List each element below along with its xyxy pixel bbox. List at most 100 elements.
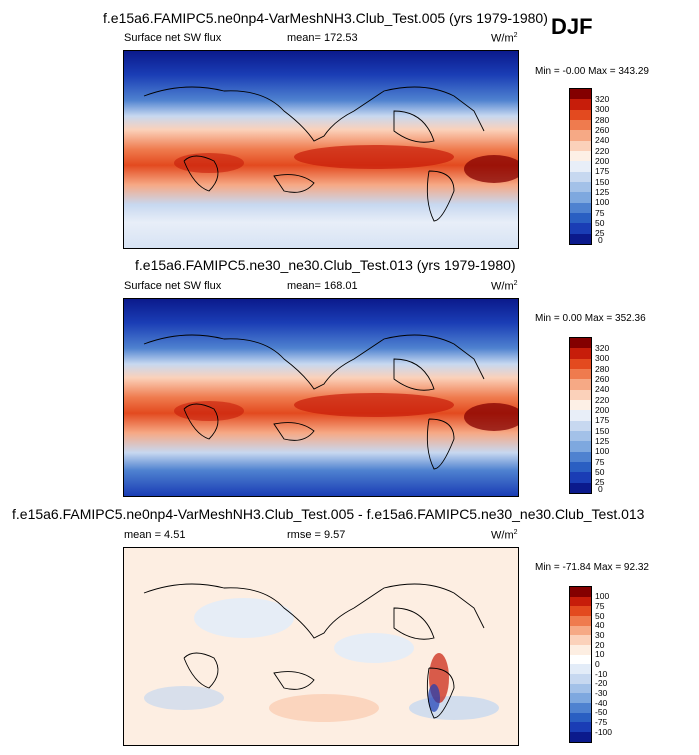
colorbar-seg [570, 616, 591, 626]
colorbar-seg [570, 389, 591, 400]
colorbar-seg [570, 461, 591, 473]
colorbar-seg [570, 451, 591, 462]
colorbar-tick: 0 [595, 659, 600, 669]
panel-1-minmax: Min = -0.00 Max = 343.29 [535, 66, 649, 77]
colorbar-seg [570, 233, 591, 244]
colorbar-tick: 25 [595, 228, 605, 238]
panel-3-map [123, 547, 519, 746]
colorbar-seg [570, 368, 591, 380]
colorbar-tick: 50 [595, 467, 605, 477]
colorbar-seg [570, 192, 591, 203]
colorbar-seg [570, 587, 591, 597]
panel-1-map-svg [124, 51, 518, 248]
colorbar-tick: 300 [595, 353, 610, 363]
panel-1-map [123, 50, 519, 249]
colorbar-tick: 320 [595, 343, 610, 353]
colorbar-seg [570, 683, 591, 694]
colorbar-seg [570, 430, 591, 442]
colorbar-tick: 25 [595, 477, 605, 487]
colorbar-tick: 240 [595, 384, 610, 394]
colorbar-tick: 100 [595, 591, 610, 601]
season-label: DJF [551, 14, 593, 39]
colorbar-seg [570, 338, 591, 349]
colorbar-tick: -20 [595, 678, 608, 688]
panel-2-map-svg [124, 299, 518, 496]
colorbar-seg [570, 703, 591, 713]
colorbar-tick: 300 [595, 104, 610, 114]
colorbar-seg [570, 130, 591, 141]
colorbar-tick: 100 [595, 446, 610, 456]
colorbar-tick: 280 [595, 115, 610, 125]
colorbar-seg [570, 441, 591, 452]
colorbar-tick: 75 [595, 208, 605, 218]
colorbar-seg [570, 348, 591, 359]
colorbar-seg [570, 596, 591, 607]
colorbar-tick: 75 [595, 601, 605, 611]
colorbar-seg [570, 645, 591, 655]
colorbar-tick: 20 [595, 640, 605, 650]
colorbar-tick: 260 [595, 374, 610, 384]
colorbar-seg [570, 712, 591, 723]
colorbar-seg [570, 358, 591, 369]
colorbar-seg [570, 89, 591, 100]
panel-3-mean: mean = 4.51 [124, 529, 186, 541]
colorbar-seg [570, 212, 591, 224]
colorbar-tick: 175 [595, 415, 610, 425]
colorbar-tick: -40 [595, 698, 608, 708]
colorbar-tick: 220 [595, 395, 610, 405]
colorbar-seg [570, 161, 591, 172]
colorbar-seg [570, 223, 591, 234]
colorbar-seg [570, 674, 591, 684]
colorbar-seg [570, 181, 591, 193]
panel-2-mean: mean= 168.01 [287, 280, 358, 292]
colorbar-tick: 10 [595, 649, 605, 659]
colorbar-tick: 125 [595, 187, 610, 197]
panel-3-title: f.e15a6.FAMIPC5.ne0np4-VarMeshNH3.Club_T… [12, 506, 645, 522]
colorbar-seg [570, 410, 591, 421]
colorbar-seg [570, 171, 591, 182]
panel-2-title: f.e15a6.FAMIPC5.ne30_ne30.Club_Test.013 … [135, 257, 516, 273]
colorbar-seg [570, 150, 591, 162]
colorbar-tick: 40 [595, 620, 605, 630]
colorbar-seg [570, 109, 591, 120]
colorbar-seg [570, 482, 591, 493]
colorbar-tick: 200 [595, 405, 610, 415]
colorbar-tick: 280 [595, 364, 610, 374]
colorbar-tick: -75 [595, 717, 608, 727]
panel-2-minmax: Min = 0.00 Max = 352.36 [535, 313, 646, 324]
colorbar-tick: 30 [595, 630, 605, 640]
colorbar-tick: 200 [595, 156, 610, 166]
colorbar-seg [570, 606, 591, 617]
colorbar-tick: 220 [595, 146, 610, 156]
panel-3-map-svg [124, 548, 518, 745]
colorbar-tick: 175 [595, 166, 610, 176]
colorbar-tick: -30 [595, 688, 608, 698]
colorbar-tick: -100 [595, 727, 613, 737]
colorbar-tick: 50 [595, 218, 605, 228]
panel-2-units: W/m2 [491, 280, 518, 293]
colorbar-tick: 50 [595, 611, 605, 621]
colorbar-seg [570, 420, 591, 431]
colorbar-seg [570, 654, 591, 665]
panel-3-minmax: Min = -71.84 Max = 92.32 [535, 562, 649, 573]
colorbar-seg [570, 664, 591, 675]
panel-1-mean: mean= 172.53 [287, 32, 358, 44]
colorbar-seg [570, 722, 591, 733]
panel-2-variable: Surface net SW flux [124, 280, 222, 292]
panel-3-units: W/m2 [491, 529, 518, 542]
colorbar-tick: 75 [595, 457, 605, 467]
colorbar-seg [570, 399, 591, 411]
colorbar-seg [570, 379, 591, 390]
panel-1-units: W/m2 [491, 32, 518, 45]
panel-3-colorbar [569, 586, 592, 743]
colorbar-tick: 125 [595, 436, 610, 446]
colorbar-tick: 0 [598, 484, 603, 494]
colorbar-tick: 150 [595, 177, 610, 187]
panel-1-variable: Surface net SW flux [124, 32, 222, 44]
colorbar-tick: 100 [595, 197, 610, 207]
panel-1-colorbar [569, 88, 592, 245]
colorbar-tick: -50 [595, 707, 608, 717]
colorbar-seg [570, 202, 591, 213]
panel-2-colorbar [569, 337, 592, 494]
colorbar-seg [570, 625, 591, 636]
